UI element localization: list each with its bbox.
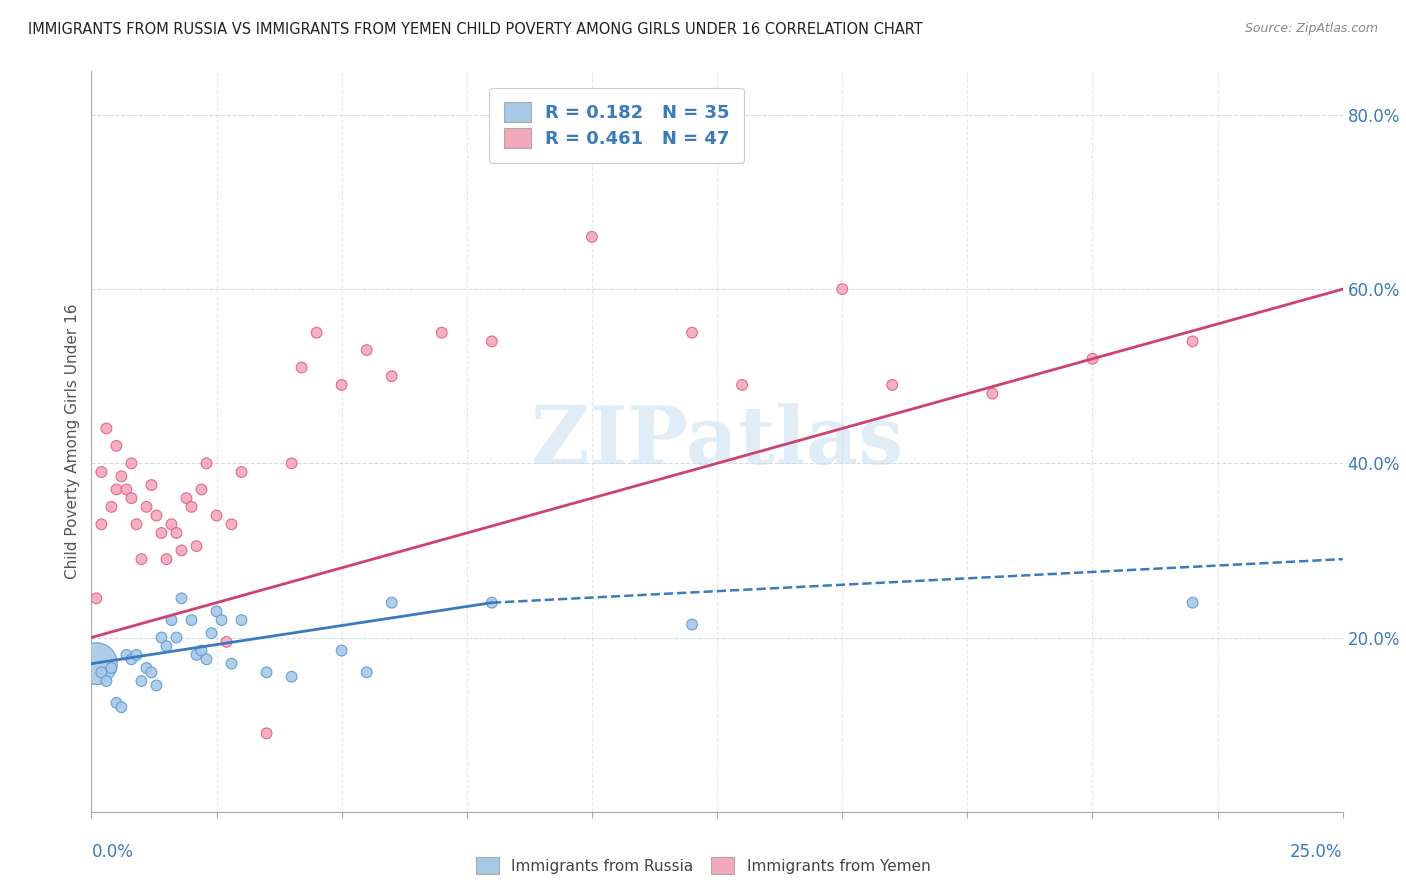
Point — [135, 500, 157, 514]
Point — [200, 626, 222, 640]
Point — [170, 543, 193, 558]
Point — [125, 648, 148, 662]
Point — [96, 674, 118, 689]
Point — [330, 643, 353, 657]
Point — [86, 657, 108, 671]
Point — [110, 469, 132, 483]
Point — [141, 665, 163, 680]
Point — [256, 726, 278, 740]
Point — [356, 665, 378, 680]
Point — [110, 700, 132, 714]
Point — [1181, 596, 1204, 610]
Point — [160, 517, 183, 532]
Point — [305, 326, 328, 340]
Point — [231, 613, 253, 627]
Point — [330, 378, 353, 392]
Point — [176, 491, 198, 505]
Point — [145, 508, 167, 523]
Point — [180, 613, 202, 627]
Point — [160, 613, 183, 627]
Point — [681, 617, 703, 632]
Y-axis label: Child Poverty Among Girls Under 16: Child Poverty Among Girls Under 16 — [65, 304, 80, 579]
Point — [105, 439, 128, 453]
Point — [280, 456, 302, 470]
Point — [86, 591, 108, 606]
Point — [170, 591, 193, 606]
Point — [195, 456, 218, 470]
Point — [211, 613, 233, 627]
Point — [115, 648, 138, 662]
Point — [90, 517, 112, 532]
Point — [221, 657, 243, 671]
Point — [291, 360, 314, 375]
Point — [150, 526, 173, 541]
Point — [105, 483, 128, 497]
Point — [100, 500, 122, 514]
Point — [90, 465, 112, 479]
Point — [481, 596, 503, 610]
Point — [1081, 351, 1104, 366]
Point — [125, 517, 148, 532]
Point — [90, 665, 112, 680]
Point — [981, 386, 1004, 401]
Point — [280, 670, 302, 684]
Point — [166, 526, 188, 541]
Point — [186, 539, 208, 553]
Point — [180, 500, 202, 514]
Point — [381, 596, 404, 610]
Point — [120, 652, 142, 666]
Point — [731, 378, 754, 392]
Point — [190, 643, 212, 657]
Point — [356, 343, 378, 357]
Point — [135, 661, 157, 675]
Text: IMMIGRANTS FROM RUSSIA VS IMMIGRANTS FROM YEMEN CHILD POVERTY AMONG GIRLS UNDER : IMMIGRANTS FROM RUSSIA VS IMMIGRANTS FRO… — [28, 22, 922, 37]
Point — [215, 635, 238, 649]
Point — [186, 648, 208, 662]
Point — [221, 517, 243, 532]
Point — [105, 696, 128, 710]
Point — [150, 631, 173, 645]
Point — [145, 678, 167, 692]
Point — [231, 465, 253, 479]
Text: ZIPatlas: ZIPatlas — [531, 402, 903, 481]
Point — [831, 282, 853, 296]
Point — [120, 491, 142, 505]
Point — [430, 326, 453, 340]
Text: 0.0%: 0.0% — [91, 843, 134, 861]
Point — [155, 552, 177, 566]
Point — [882, 378, 904, 392]
Point — [195, 652, 218, 666]
Point — [96, 421, 118, 435]
Point — [166, 631, 188, 645]
Text: Source: ZipAtlas.com: Source: ZipAtlas.com — [1244, 22, 1378, 36]
Legend: Immigrants from Russia, Immigrants from Yemen: Immigrants from Russia, Immigrants from … — [470, 851, 936, 880]
Point — [190, 483, 212, 497]
Point — [256, 665, 278, 680]
Point — [120, 456, 142, 470]
Text: 25.0%: 25.0% — [1291, 843, 1343, 861]
Point — [155, 639, 177, 653]
Point — [100, 661, 122, 675]
Point — [205, 508, 228, 523]
Point — [381, 369, 404, 384]
Point — [115, 483, 138, 497]
Point — [131, 674, 153, 689]
Point — [141, 478, 163, 492]
Point — [581, 230, 603, 244]
Point — [205, 604, 228, 618]
Point — [1181, 334, 1204, 349]
Point — [481, 334, 503, 349]
Legend: R = 0.182   N = 35, R = 0.461   N = 47: R = 0.182 N = 35, R = 0.461 N = 47 — [489, 87, 744, 162]
Point — [131, 552, 153, 566]
Point — [681, 326, 703, 340]
